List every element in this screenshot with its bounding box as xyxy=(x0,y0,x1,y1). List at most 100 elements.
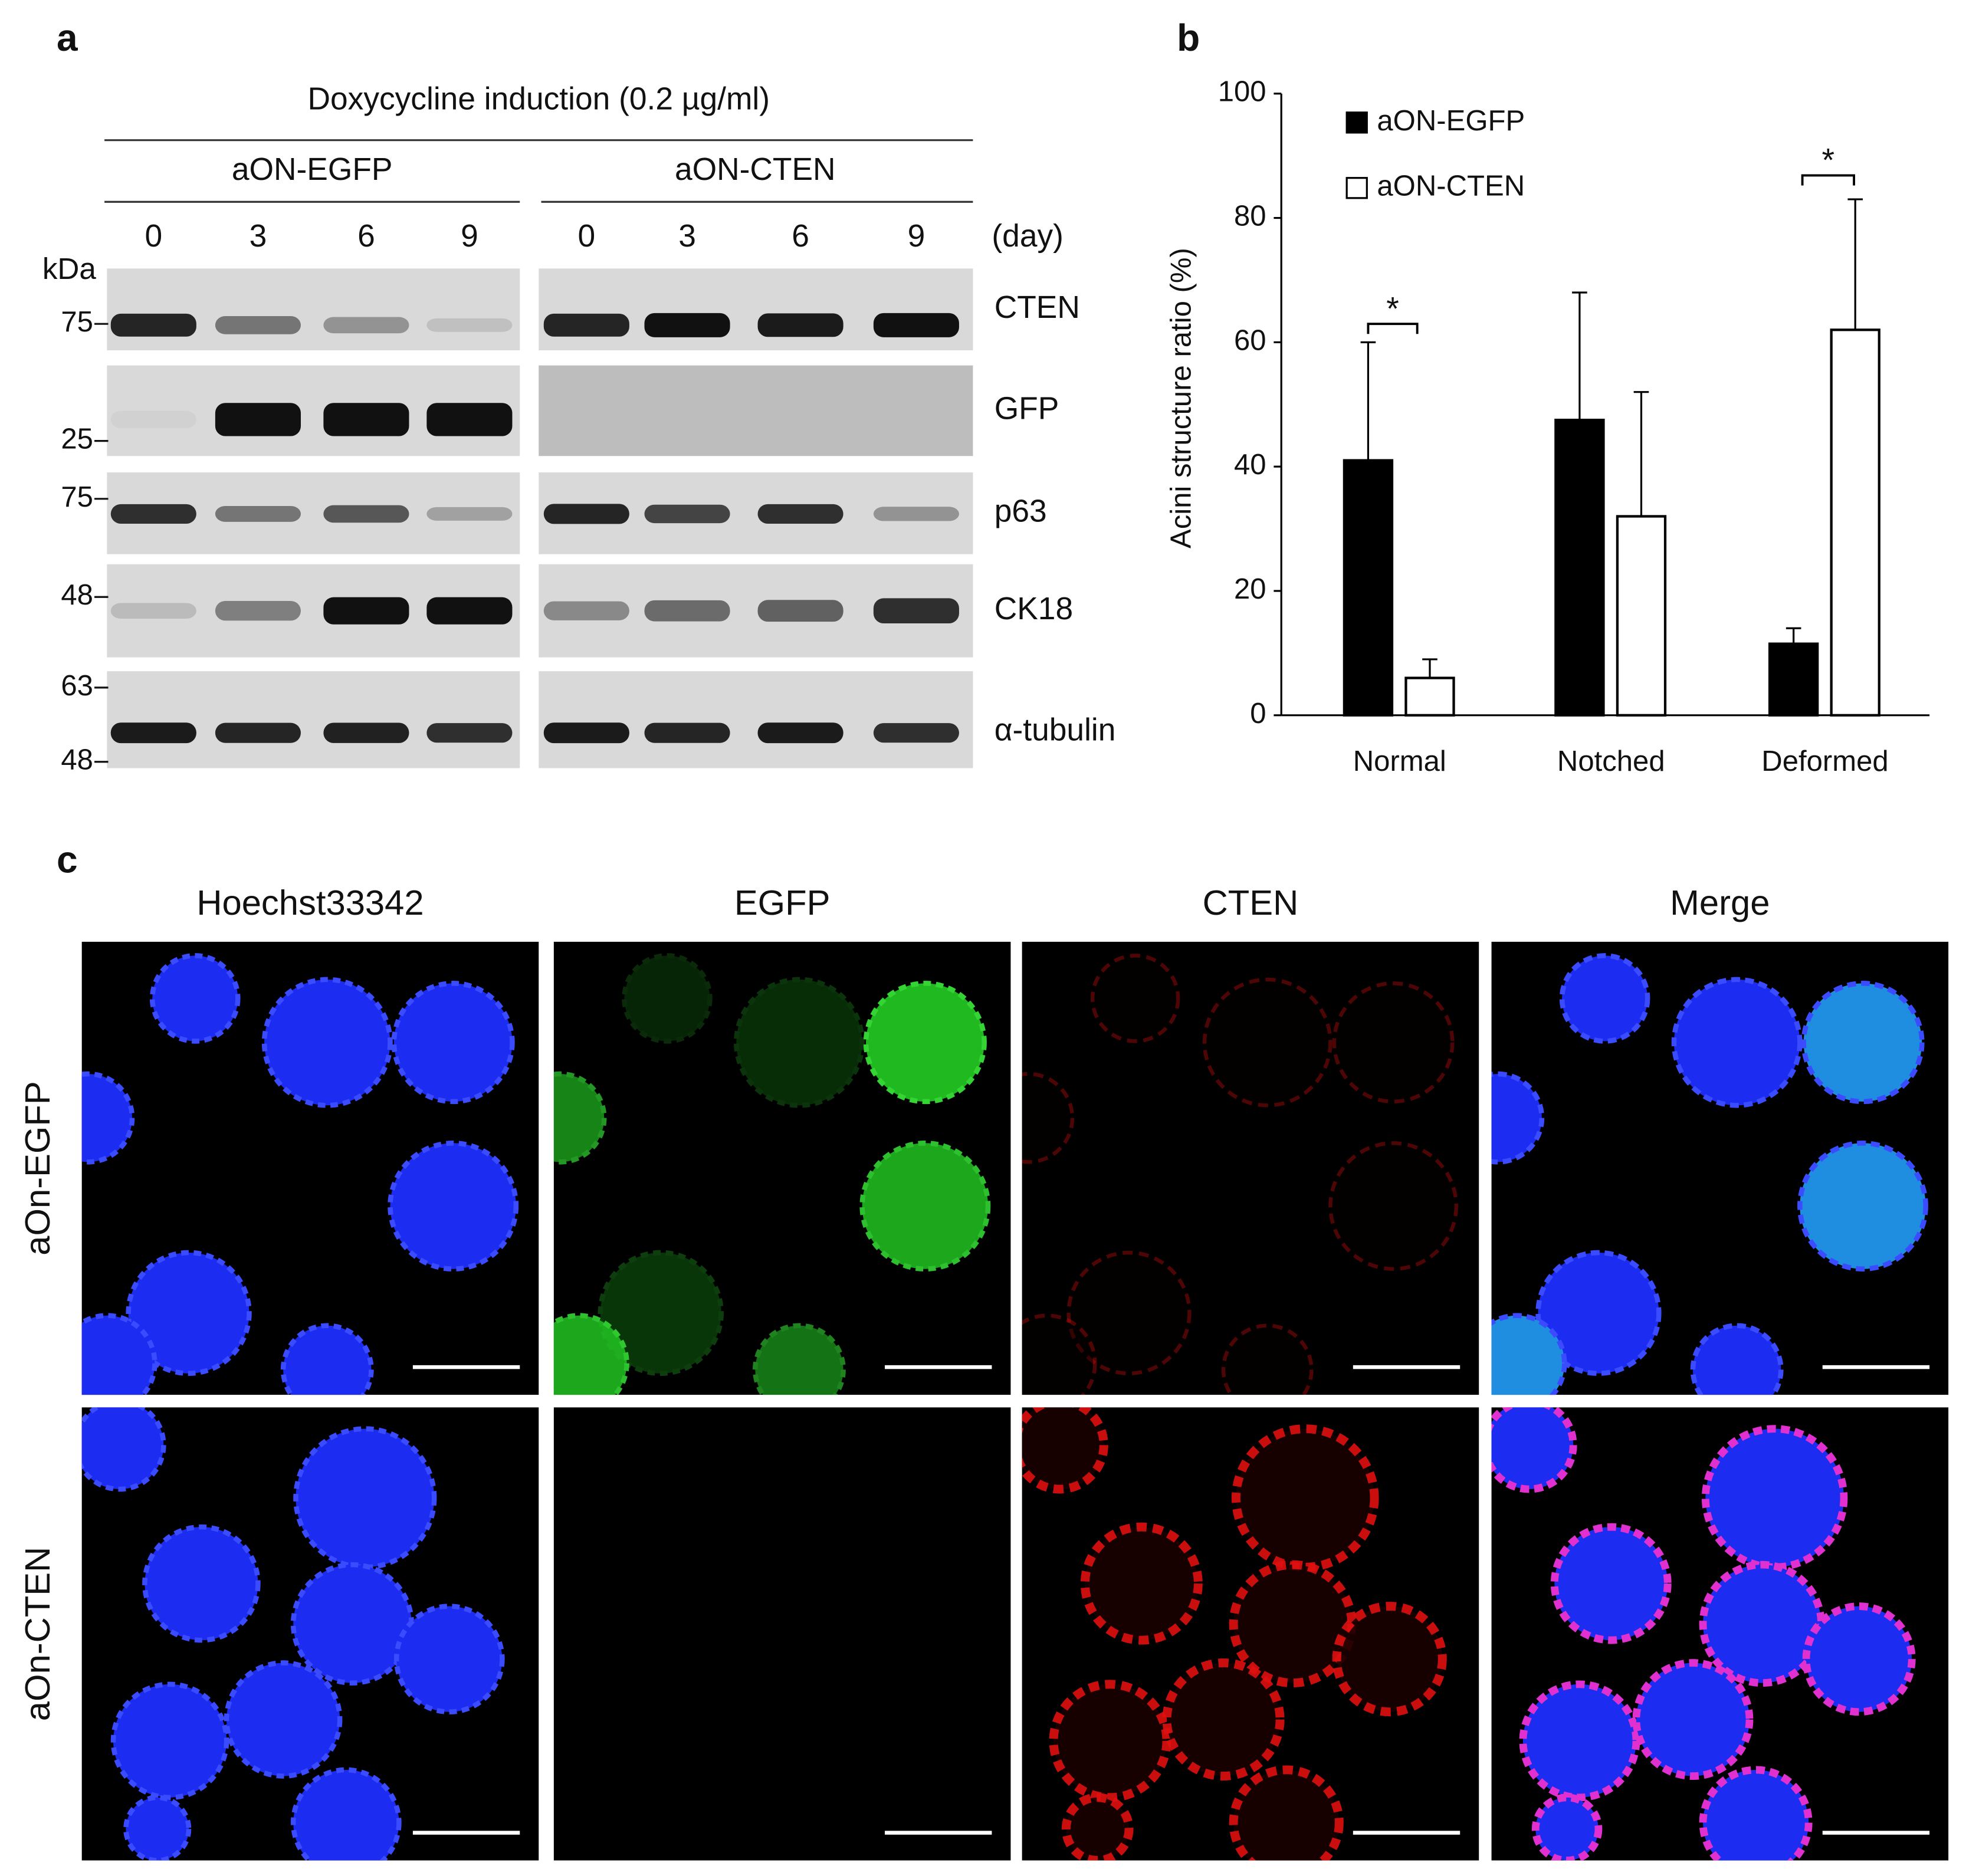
sphere xyxy=(1022,1072,1075,1164)
sphere xyxy=(553,1071,607,1165)
sphere xyxy=(622,953,713,1044)
micrograph-bg xyxy=(1022,941,1479,1395)
sphere xyxy=(391,981,515,1105)
bar xyxy=(1343,459,1394,717)
protein-label: CTEN xyxy=(995,290,1080,325)
day-label: 9 xyxy=(908,219,925,254)
band xyxy=(323,505,409,523)
sphere xyxy=(1531,1793,1603,1861)
sphere xyxy=(1202,977,1332,1108)
x-tick-label: Deformed xyxy=(1761,745,1888,777)
sphere xyxy=(1328,1141,1459,1271)
sphere xyxy=(1797,1141,1928,1272)
row-label: aOn-CTEN xyxy=(18,1547,57,1721)
micrograph xyxy=(81,1407,539,1861)
band xyxy=(644,504,730,524)
day-unit: (day) xyxy=(992,219,1064,254)
sphere xyxy=(1801,981,1925,1105)
band xyxy=(426,723,513,743)
sphere xyxy=(81,1313,157,1395)
sphere xyxy=(81,1071,135,1165)
band xyxy=(873,313,959,337)
sphere xyxy=(1090,954,1180,1043)
sphere xyxy=(1535,1250,1662,1376)
band xyxy=(215,601,301,621)
band xyxy=(426,507,513,521)
group-label: aON-EGFP xyxy=(232,152,393,187)
significance-bracket xyxy=(1367,323,1419,334)
y-tick-label: 0 xyxy=(1250,698,1266,730)
blot-strip xyxy=(539,365,973,456)
sphere xyxy=(261,977,393,1108)
sphere xyxy=(1022,1407,1108,1494)
cells xyxy=(81,953,519,1395)
sphere xyxy=(293,1426,437,1570)
band xyxy=(215,316,301,334)
channel-label: Merge xyxy=(1670,883,1770,922)
panel-label: c xyxy=(57,838,78,880)
band xyxy=(757,722,843,744)
protein-label: CK18 xyxy=(995,592,1073,626)
sphere xyxy=(126,1250,252,1376)
blot-strip xyxy=(107,268,520,351)
sphere xyxy=(1519,1680,1640,1802)
band xyxy=(110,410,196,429)
sphere xyxy=(859,1141,991,1272)
micrograph xyxy=(81,941,539,1395)
sphere xyxy=(553,1313,629,1395)
row-label: aOn-EGFP xyxy=(18,1081,57,1255)
band xyxy=(110,504,196,524)
sphere xyxy=(1061,1793,1134,1861)
significance-bracket xyxy=(1801,174,1856,186)
sphere xyxy=(1550,1523,1672,1644)
blot-strip xyxy=(539,268,973,351)
band xyxy=(215,403,301,436)
day-label: 0 xyxy=(145,219,162,254)
channel-label: EGFP xyxy=(734,883,831,922)
cells xyxy=(81,1407,505,1861)
significance-mark: * xyxy=(1386,291,1399,327)
band xyxy=(543,722,629,744)
band xyxy=(543,601,629,620)
micrograph xyxy=(553,941,1011,1395)
band xyxy=(110,722,196,744)
sphere xyxy=(149,953,241,1044)
bar xyxy=(1768,642,1819,717)
sphere xyxy=(1491,1071,1545,1165)
sphere xyxy=(388,1141,519,1272)
band xyxy=(644,722,730,743)
sphere xyxy=(1802,1602,1916,1716)
sphere xyxy=(1491,1313,1567,1395)
bar xyxy=(1554,418,1605,717)
bar xyxy=(1404,676,1455,717)
sphere xyxy=(1332,1602,1447,1717)
micrograph-bg xyxy=(553,1407,1011,1861)
bar xyxy=(1830,328,1880,717)
cells xyxy=(1022,1407,1447,1861)
micrograph xyxy=(1022,1407,1479,1861)
sphere xyxy=(1701,1425,1848,1571)
sphere xyxy=(224,1660,343,1779)
legend-label: aON-EGFP xyxy=(1377,105,1525,137)
blot-strip xyxy=(107,671,520,768)
band xyxy=(323,722,409,743)
cells xyxy=(1491,1407,1916,1861)
y-tick-label: 100 xyxy=(1218,76,1266,108)
band xyxy=(543,504,629,524)
y-axis-label: Acini structure ratio (%) xyxy=(1166,248,1197,548)
sphere xyxy=(598,1250,724,1376)
micrograph xyxy=(1022,941,1479,1395)
band xyxy=(323,403,409,436)
sphere xyxy=(1229,1765,1344,1861)
day-label: 6 xyxy=(792,219,809,254)
panel-label: b xyxy=(1177,17,1200,59)
sphere xyxy=(1632,1659,1754,1780)
band xyxy=(757,504,843,524)
sphere xyxy=(1221,1323,1314,1395)
micrograph xyxy=(553,1407,1011,1861)
band xyxy=(873,723,959,743)
band xyxy=(323,317,409,334)
protein-label: p63 xyxy=(995,494,1047,528)
legend-swatch xyxy=(1345,111,1368,134)
day-label: 3 xyxy=(678,219,696,254)
